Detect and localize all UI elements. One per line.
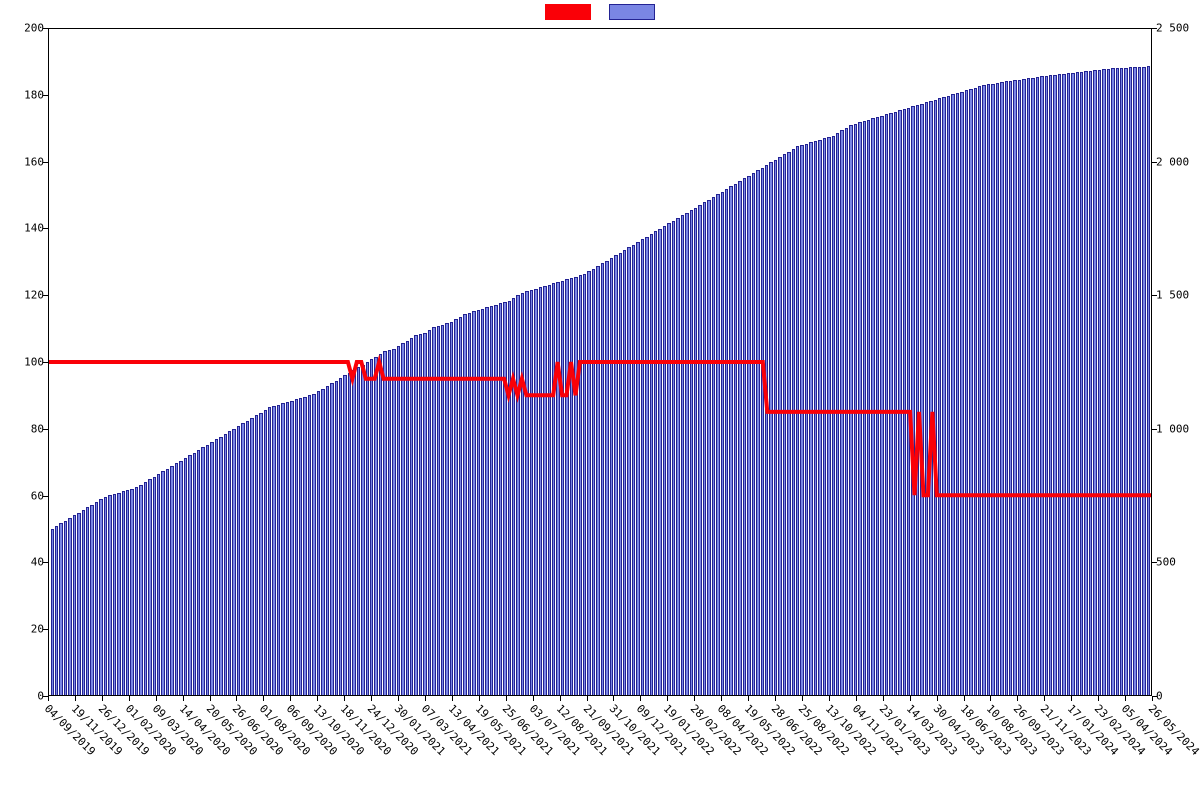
x-tick (425, 696, 426, 701)
y-left-tick-label: 120 (4, 289, 44, 302)
x-tick (263, 696, 264, 701)
x-tick (775, 696, 776, 701)
x-tick (990, 696, 991, 701)
legend-item-line (545, 4, 591, 20)
y-left-tick-label: 180 (4, 88, 44, 101)
x-tick (452, 696, 453, 701)
y-right-tick-label: 500 (1156, 556, 1200, 569)
x-tick (802, 696, 803, 701)
x-tick (398, 696, 399, 701)
x-tick (75, 696, 76, 701)
y-left-tick-label: 80 (4, 422, 44, 435)
x-tick (829, 696, 830, 701)
y-left-tick-label: 200 (4, 22, 44, 35)
x-tick (102, 696, 103, 701)
x-tick (640, 696, 641, 701)
y-left-tick-label: 140 (4, 222, 44, 235)
x-tick (937, 696, 938, 701)
x-tick (667, 696, 668, 701)
x-tick (533, 696, 534, 701)
y-right-tick-label: 0 (1156, 690, 1200, 703)
y-left-tick-label: 100 (4, 356, 44, 369)
x-tick (856, 696, 857, 701)
y-left-tick-label: 160 (4, 155, 44, 168)
legend-swatch-bar (609, 4, 655, 20)
x-tick (910, 696, 911, 701)
x-tick (613, 696, 614, 701)
x-tick (210, 696, 211, 701)
y-right-tick-label: 2 000 (1156, 155, 1200, 168)
y-right-tick-label: 2 500 (1156, 22, 1200, 35)
x-tick (748, 696, 749, 701)
x-tick (1017, 696, 1018, 701)
y-left-tick-label: 60 (4, 489, 44, 502)
x-tick (129, 696, 130, 701)
x-tick (344, 696, 345, 701)
x-tick (1044, 696, 1045, 701)
legend-swatch-line (545, 4, 591, 20)
x-tick (236, 696, 237, 701)
plot-area (48, 28, 1152, 696)
dual-axis-chart: 0 20 40 60 80 100 120 140 160 180 200 0 500 1 000 1 50… (0, 0, 1200, 800)
x-tick (560, 696, 561, 701)
x-tick (1098, 696, 1099, 701)
x-tick (883, 696, 884, 701)
y-right-tick-label: 1 500 (1156, 289, 1200, 302)
line-path (49, 362, 1151, 495)
legend-item-bar (609, 4, 655, 20)
legend (0, 4, 1200, 20)
x-tick (1152, 696, 1153, 701)
x-tick (587, 696, 588, 701)
x-tick (48, 696, 49, 701)
x-tick (183, 696, 184, 701)
x-tick (506, 696, 507, 701)
x-tick (721, 696, 722, 701)
x-tick (290, 696, 291, 701)
x-tick (694, 696, 695, 701)
y-left-tick-label: 40 (4, 556, 44, 569)
y-right-tick-label: 1 000 (1156, 422, 1200, 435)
x-tick (371, 696, 372, 701)
y-left-tick-label: 0 (4, 690, 44, 703)
line-series (49, 29, 1151, 695)
x-tick (1071, 696, 1072, 701)
x-tick (156, 696, 157, 701)
x-tick (317, 696, 318, 701)
x-tick (1125, 696, 1126, 701)
x-tick (964, 696, 965, 701)
x-tick (479, 696, 480, 701)
y-left-tick-label: 20 (4, 623, 44, 636)
